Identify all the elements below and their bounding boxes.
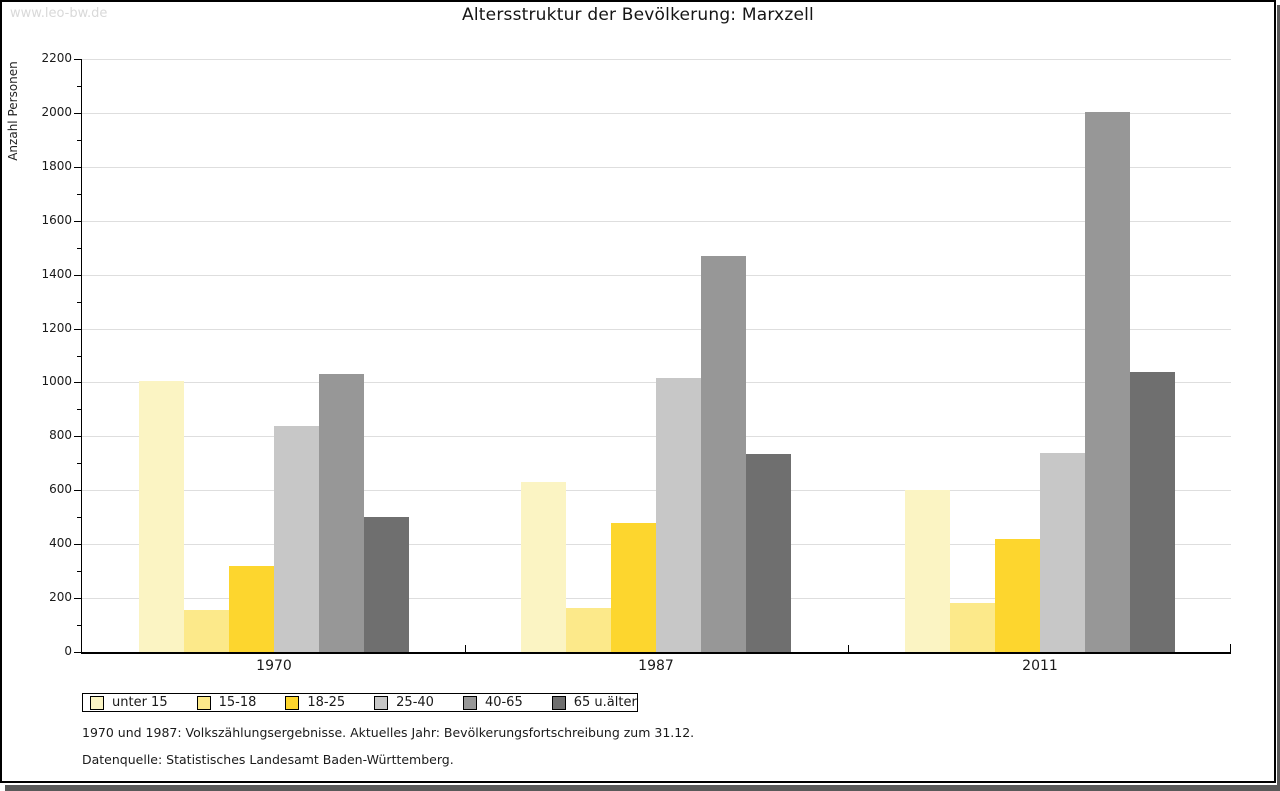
y-tick-label: 0 xyxy=(64,644,72,658)
y-axis-tick xyxy=(74,113,81,114)
y-axis-tick xyxy=(74,598,81,599)
legend-entry-unter-15: unter 15 xyxy=(90,695,168,710)
bar-1970-15-18 xyxy=(184,610,229,652)
y-axis-minor-tick xyxy=(77,571,81,572)
y-axis-tick xyxy=(74,382,81,383)
gridline xyxy=(82,275,1231,276)
legend-entry-18-25: 18-25 xyxy=(285,695,345,710)
y-tick-label: 2200 xyxy=(41,51,72,65)
legend-label: 65 u.älter xyxy=(573,695,637,710)
legend-label: unter 15 xyxy=(112,695,168,710)
legend-label: 25-40 xyxy=(396,695,434,710)
watermark: www.leo-bw.de xyxy=(10,6,108,21)
y-axis-minor-tick xyxy=(77,517,81,518)
bar-1987-unter-15 xyxy=(521,482,566,652)
bar-1987-25-40 xyxy=(656,378,701,652)
legend-label: 15-18 xyxy=(218,695,257,710)
y-axis-minor-tick xyxy=(77,356,81,357)
y-tick-label: 800 xyxy=(49,428,72,442)
legend-swatch-40-65 xyxy=(462,695,477,710)
legend-swatch-18-25 xyxy=(285,695,300,710)
legend-entry-15-18: 15-18 xyxy=(196,695,257,710)
legend-box: unter 15 15-18 18-25 25-40 40-65 65 u.älter xyxy=(82,693,638,712)
legend-label: 40-65 xyxy=(484,695,523,710)
y-tick-label: 600 xyxy=(49,482,72,496)
chart-title: Altersstruktur der Bevölkerung: Marxzell xyxy=(462,5,814,25)
legend-entry-65-u-aelter: 65 u.älter xyxy=(551,695,637,710)
bar-1987-15-18 xyxy=(566,608,611,652)
y-tick-label: 1000 xyxy=(41,374,72,388)
bar-1970-18-25 xyxy=(229,566,274,652)
bar-2011-40-65 xyxy=(1085,112,1130,652)
bar-1970-40-65 xyxy=(319,374,364,652)
shadow-bottom-edge xyxy=(5,785,1280,791)
legend-swatch-unter-15 xyxy=(90,695,104,710)
y-axis-minor-tick xyxy=(77,194,81,195)
y-tick-label: 1800 xyxy=(41,159,72,173)
x-category-label-1987: 1987 xyxy=(638,658,674,674)
y-axis-tick xyxy=(74,329,81,330)
y-tick-label: 2000 xyxy=(41,105,72,119)
bar-2011-18-25 xyxy=(995,539,1040,652)
y-axis-minor-tick xyxy=(77,248,81,249)
bar-2011-15-18 xyxy=(950,603,995,652)
legend-entry-25-40: 25-40 xyxy=(374,695,434,710)
bar-2011-unter-15 xyxy=(905,490,950,652)
gridline xyxy=(82,167,1231,168)
footer-note-line1: 1970 und 1987: Volkszählungsergebnisse. … xyxy=(82,725,695,740)
y-tick-label: 400 xyxy=(49,536,72,550)
gridline xyxy=(82,59,1231,60)
bar-1987-65-u-aelter xyxy=(746,454,791,652)
x-category-label-2011: 2011 xyxy=(1022,658,1058,674)
legend-label: 18-25 xyxy=(307,695,346,710)
legend-swatch-15-18 xyxy=(196,695,211,710)
legend-entry-40-65: 40-65 xyxy=(462,695,523,710)
y-tick-label: 200 xyxy=(49,590,72,604)
legend-swatch-25-40 xyxy=(374,695,389,710)
bar-2011-65-u-aelter xyxy=(1130,372,1175,652)
y-tick-label: 1600 xyxy=(41,213,72,227)
x-axis-tick xyxy=(848,645,849,652)
shadow-right-edge xyxy=(1277,5,1280,791)
y-axis-tick xyxy=(74,167,81,168)
y-axis-minor-tick xyxy=(77,463,81,464)
y-axis-tick xyxy=(74,544,81,545)
y-axis-minor-tick xyxy=(77,86,81,87)
y-tick-label: 1200 xyxy=(41,321,72,335)
bar-1970-65-u-aelter xyxy=(364,517,409,652)
y-axis-tick xyxy=(74,436,81,437)
gridline xyxy=(82,329,1231,330)
gridline xyxy=(82,113,1231,114)
y-axis-line xyxy=(81,59,82,654)
y-axis-tick xyxy=(74,275,81,276)
y-tick-label: 1400 xyxy=(41,267,72,281)
bar-1987-40-65 xyxy=(701,256,746,652)
bar-2011-25-40 xyxy=(1040,453,1085,652)
y-axis-minor-tick xyxy=(77,140,81,141)
x-axis-tick xyxy=(465,645,466,652)
y-axis-tick xyxy=(74,490,81,491)
gridline xyxy=(82,221,1231,222)
x-axis-line xyxy=(81,652,1231,654)
bar-1970-25-40 xyxy=(274,426,319,652)
legend-swatch-65-u-aelter xyxy=(551,695,566,710)
y-axis-minor-tick xyxy=(77,302,81,303)
y-axis-minor-tick xyxy=(77,625,81,626)
y-axis-tick xyxy=(74,221,81,222)
x-axis-end-tick xyxy=(1230,644,1231,652)
y-axis-tick xyxy=(74,652,81,653)
y-axis-tick xyxy=(74,59,81,60)
footer-note-line2: Datenquelle: Statistisches Landesamt Bad… xyxy=(82,752,454,767)
bar-1987-18-25 xyxy=(611,523,656,652)
y-axis-minor-tick xyxy=(77,409,81,410)
x-category-label-1970: 1970 xyxy=(256,658,292,674)
bar-1970-unter-15 xyxy=(139,381,184,652)
